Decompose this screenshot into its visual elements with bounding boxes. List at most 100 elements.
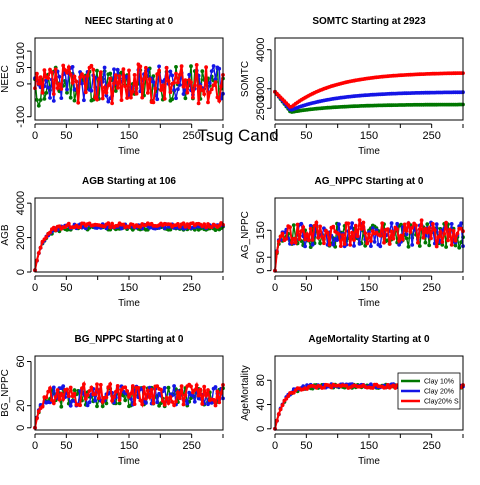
y-tick-label: 3000 <box>255 77 267 101</box>
data-point <box>406 221 411 226</box>
data-point <box>57 74 62 79</box>
data-point <box>160 83 165 88</box>
data-point <box>327 242 332 247</box>
data-point <box>112 67 116 72</box>
data-point <box>155 384 160 388</box>
data-point <box>46 389 51 394</box>
data-point <box>290 240 294 245</box>
data-point <box>427 226 432 231</box>
data-point <box>91 67 96 72</box>
data-point <box>35 71 39 76</box>
data-point <box>391 236 396 241</box>
data-point <box>291 223 296 228</box>
data-point <box>85 403 90 408</box>
data-point <box>209 401 214 405</box>
y-axis-label: BG_NPPC <box>0 369 11 417</box>
data-point <box>181 92 186 96</box>
data-point <box>174 71 178 76</box>
data-point <box>276 239 281 244</box>
data-point <box>329 385 334 390</box>
y-tick-label: 0 <box>255 268 267 274</box>
data-point <box>189 384 193 389</box>
data-point <box>44 395 49 400</box>
y-tick-label: -100 <box>15 106 27 128</box>
data-point <box>419 218 424 223</box>
series-clay20s <box>33 380 225 430</box>
data-point <box>35 258 39 263</box>
x-tick-label: 250 <box>422 130 440 142</box>
data-point <box>385 227 390 232</box>
data-point <box>438 230 443 234</box>
data-point <box>357 242 362 246</box>
data-point <box>200 402 205 406</box>
data-point <box>57 397 62 402</box>
data-point <box>305 232 309 236</box>
data-point <box>189 64 193 69</box>
data-point <box>51 385 56 390</box>
legend-item: Clay 20% <box>401 389 454 396</box>
data-point <box>132 402 137 406</box>
data-point <box>378 244 383 249</box>
data-point <box>172 80 177 85</box>
data-point <box>284 396 289 401</box>
data-point <box>206 388 210 392</box>
data-point <box>348 243 353 247</box>
data-point <box>176 87 180 92</box>
data-point <box>361 220 366 225</box>
data-point <box>179 384 184 388</box>
data-point <box>421 235 426 240</box>
data-point <box>85 73 90 78</box>
data-point <box>106 83 111 88</box>
data-point <box>355 234 360 239</box>
data-point <box>410 243 415 247</box>
panel-title: AGB Starting at 106 <box>82 176 176 187</box>
y-tick-label: 2500 <box>255 96 267 120</box>
data-point <box>68 72 73 77</box>
data-point <box>147 395 152 400</box>
data-point <box>95 97 99 102</box>
data-point <box>280 231 285 236</box>
data-point <box>215 95 220 100</box>
data-point <box>342 242 347 246</box>
x-tick-label: 150 <box>360 130 378 142</box>
data-point <box>38 98 43 102</box>
data-point <box>444 220 448 225</box>
data-point <box>100 96 105 101</box>
data-point <box>127 68 131 73</box>
x-tick-label: 50 <box>300 130 312 142</box>
data-point <box>48 67 52 72</box>
data-point <box>174 96 178 101</box>
data-point <box>346 221 351 226</box>
legend-item: Clay20% S <box>401 399 459 406</box>
data-point <box>447 227 452 232</box>
y-tick-label: 60 <box>15 355 27 367</box>
data-point <box>395 227 400 232</box>
data-point <box>425 230 430 235</box>
data-point <box>151 80 156 84</box>
data-point <box>213 80 218 85</box>
x-tick-label: 250 <box>422 282 440 294</box>
x-axis: 0 50 150 250 Time <box>32 433 224 467</box>
data-point <box>166 401 171 405</box>
data-point <box>70 80 75 85</box>
data-point <box>115 86 120 90</box>
data-point <box>457 245 462 250</box>
chart-panel-5: BG_NPPC Starting at 0 0 50 150 250 Time 0 20 60 B… <box>0 334 225 467</box>
data-point <box>204 65 209 70</box>
data-point <box>185 222 190 227</box>
data-point <box>108 382 113 386</box>
y-axis-label: AGB <box>0 224 11 245</box>
data-point <box>104 90 109 95</box>
data-point <box>100 404 105 409</box>
y-axis: 0 2000 4000 AGB <box>0 191 32 275</box>
data-point <box>155 72 160 76</box>
x-tick-label: 0 <box>32 282 38 294</box>
data-point <box>449 243 454 247</box>
data-point <box>301 225 306 230</box>
data-point <box>352 238 356 242</box>
data-point <box>404 228 409 233</box>
data-point <box>196 393 201 398</box>
data-point <box>172 384 177 388</box>
data-point <box>219 391 224 395</box>
data-point <box>61 397 66 401</box>
